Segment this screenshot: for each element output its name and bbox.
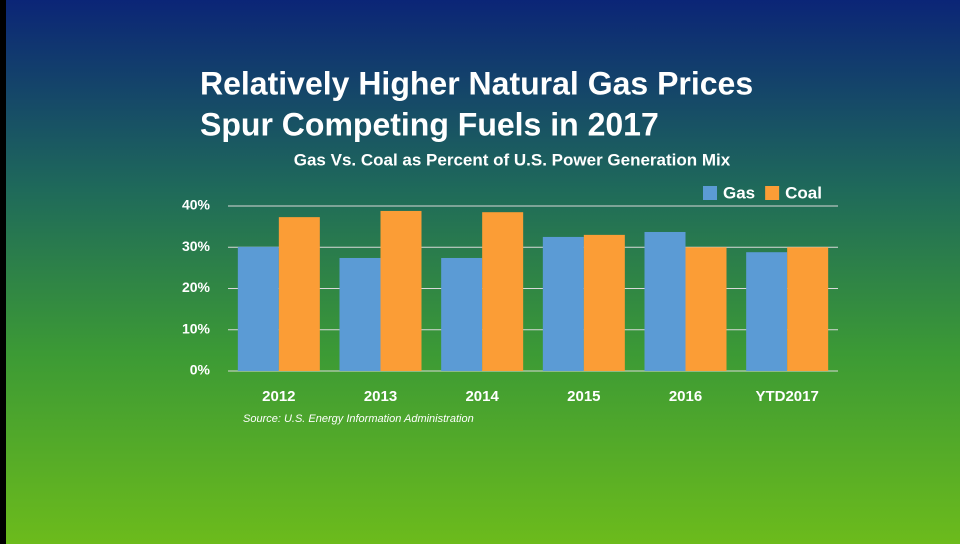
y-tick-label: 40% xyxy=(182,197,211,213)
bar xyxy=(583,234,625,371)
bar xyxy=(644,231,686,371)
bar xyxy=(278,217,320,371)
left-border xyxy=(0,0,6,544)
y-tick-label: 30% xyxy=(182,238,211,254)
x-tick-label: 2012 xyxy=(262,388,295,405)
slide-title: Relatively Higher Natural Gas Prices xyxy=(200,65,753,101)
legend-label: Coal xyxy=(785,183,822,202)
bar xyxy=(787,247,829,371)
bar xyxy=(380,210,422,371)
bar xyxy=(237,246,279,371)
bar xyxy=(441,257,483,371)
x-tick-label: 2016 xyxy=(669,388,702,405)
bar xyxy=(685,247,727,371)
y-tick-label: 20% xyxy=(182,279,211,295)
bar xyxy=(482,212,524,371)
legend-label: Gas xyxy=(723,183,755,202)
x-tick-label: 2013 xyxy=(364,388,397,405)
x-tick-label: 2014 xyxy=(465,388,499,405)
bar xyxy=(746,252,788,371)
bar xyxy=(542,236,584,371)
bar xyxy=(339,257,381,371)
y-tick-label: 10% xyxy=(182,320,211,336)
legend-swatch xyxy=(765,186,780,200)
y-tick-label: 0% xyxy=(190,362,211,378)
legend-swatch xyxy=(703,186,717,200)
chart-title: Gas Vs. Coal as Percent of U.S. Power Ge… xyxy=(294,150,731,169)
x-tick-label: YTD2017 xyxy=(755,388,818,405)
x-tick-label: 2015 xyxy=(567,388,600,405)
slide-title: Spur Competing Fuels in 2017 xyxy=(200,106,659,142)
source: Source: U.S. Energy Information Administ… xyxy=(243,413,474,425)
